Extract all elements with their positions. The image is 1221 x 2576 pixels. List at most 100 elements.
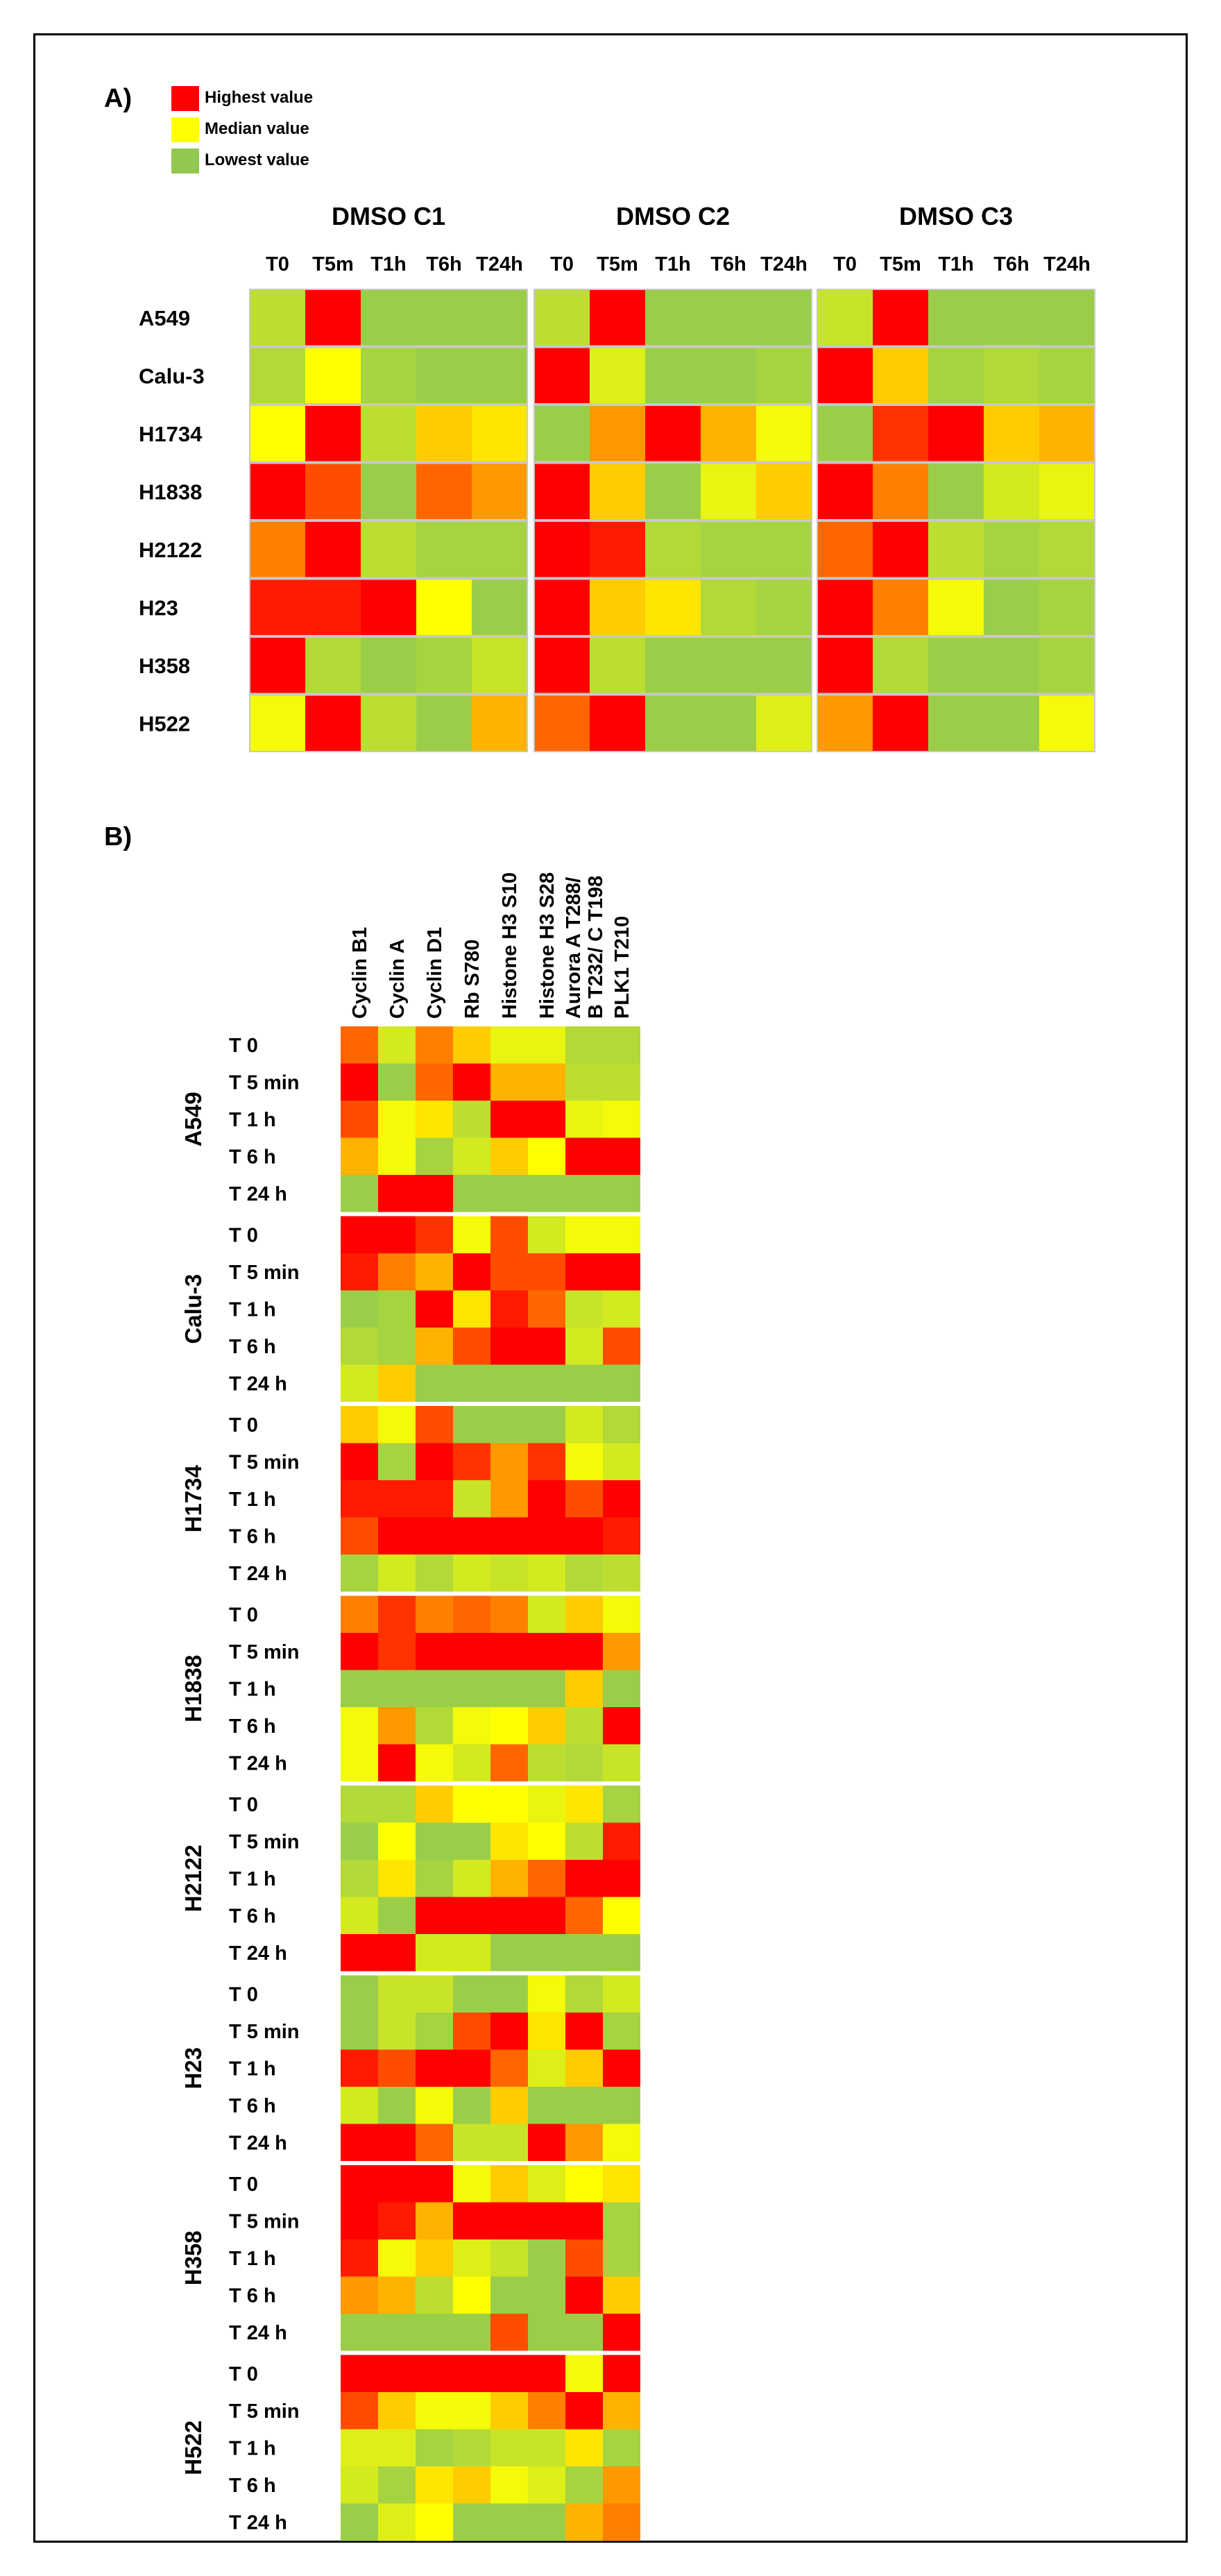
panel-b-cell: [603, 1707, 640, 1745]
panel-a-cell: [928, 346, 984, 405]
panel-b-group-separator: [341, 2350, 640, 2355]
panel-b-cell: [453, 1063, 490, 1101]
panel-b-cell: [341, 1633, 378, 1670]
panel-b-cell: [528, 2276, 565, 2314]
panel-b-cell: [565, 2314, 603, 2351]
panel-b-cell: [453, 2503, 490, 2541]
panel-b-cell: [490, 2429, 528, 2467]
panel-b-cell: [341, 1101, 378, 1138]
panel-a-cell: [361, 578, 416, 636]
panel-b-cell: [490, 1290, 528, 1328]
panel-b-cell: [453, 2012, 490, 2050]
panel-b-cell: [378, 1480, 416, 1518]
panel-b-cell: [490, 1063, 528, 1101]
panel-b-cell: [416, 1290, 453, 1328]
panel-b-column-label: Histone H3 S10: [499, 872, 521, 1019]
panel-a-cell: [590, 462, 645, 520]
panel-b-timepoint-label: T 1 h: [229, 2058, 276, 2080]
panel-b-timepoint-label: T 24 h: [229, 1942, 287, 1965]
panel-a-row-outline: [817, 462, 1095, 520]
panel-b-timepoint-label: T 1 h: [229, 2248, 276, 2270]
panel-a-cell: [756, 636, 812, 695]
panel-b-cell: [603, 1554, 640, 1592]
panel-b-cell: [378, 1934, 416, 1972]
panel-a-cell: [928, 520, 984, 579]
panel-b-cell: [565, 2429, 603, 2467]
panel-a-row-outline: [249, 289, 528, 347]
panel-b-cell: [378, 1517, 416, 1555]
panel-b-cell: [416, 1744, 453, 1782]
panel-b-cell: [603, 2392, 640, 2430]
panel-b-cell: [416, 2276, 453, 2314]
panel-b-cell: [565, 2276, 603, 2314]
panel-b-group-label: H2122: [180, 1845, 206, 1912]
panel-b-cell: [603, 2165, 640, 2203]
panel-b-cell: [565, 1934, 603, 1972]
panel-a-column-label: T24h: [476, 253, 523, 276]
panel-b-timepoint-label: T 5 min: [229, 1641, 300, 1663]
panel-b-cell: [341, 1443, 378, 1481]
panel-b-cell: [416, 1860, 453, 1897]
panel-b-cell: [603, 1063, 640, 1101]
panel-b-cell: [528, 1975, 565, 2013]
panel-a-cell: [305, 578, 361, 636]
panel-b-cell: [490, 1175, 528, 1212]
panel-b-cell: [528, 1860, 565, 1897]
legend-swatch-median: [171, 117, 199, 142]
panel-b-timepoint-label: T 24 h: [229, 2511, 287, 2534]
panel-b-cell: [453, 1595, 490, 1634]
panel-b-cell: [528, 2202, 565, 2240]
panel-b-cell: [378, 1744, 416, 1782]
panel-b-cell: [378, 1786, 416, 1823]
panel-b-timepoint-label: T 1 h: [229, 1678, 276, 1700]
panel-b-cell: [490, 1707, 528, 1745]
panel-b-cell: [528, 1364, 565, 1403]
panel-b-timepoint-label: T 6 h: [229, 1146, 276, 1168]
panel-b-cell: [490, 1101, 528, 1138]
panel-a-cell: [645, 289, 701, 347]
panel-a-cell: [250, 346, 305, 405]
panel-b-cell: [565, 1822, 603, 1861]
panel-b-cell: [453, 2466, 490, 2504]
panel-b-cell: [490, 1406, 528, 1443]
panel-b-cell: [378, 1328, 416, 1365]
panel-b-cell: [341, 2314, 378, 2351]
panel-b-timepoint-label: T 0: [229, 1035, 258, 1057]
panel-b-cell: [603, 1216, 640, 1254]
panel-b-cell: [453, 2165, 490, 2203]
panel-b-cell: [453, 2087, 490, 2124]
panel-a-cell: [817, 346, 873, 405]
panel-b-timepoint-label: T 6 h: [229, 1905, 276, 1927]
panel-b-cell: [341, 2276, 378, 2314]
panel-a-cell: [701, 289, 756, 347]
panel-b-column-label: Rb S780: [461, 940, 484, 1019]
panel-b-cell: [603, 1786, 640, 1823]
panel-a-cell: [645, 578, 701, 636]
panel-b-cell: [453, 2355, 490, 2393]
panel-b-cell: [490, 1670, 528, 1708]
panel-b-cell: [341, 2087, 378, 2124]
panel-a-row-outline: [533, 694, 812, 752]
panel-a-row-outline: [817, 405, 1095, 463]
panel-b-cell: [528, 2049, 565, 2087]
panel-b-cell: [565, 1897, 603, 1935]
panel-a-cell: [984, 636, 1039, 695]
panel-a-label: A): [104, 84, 132, 113]
panel-b-cell: [490, 1137, 528, 1176]
panel-a-row-outline: [533, 520, 812, 579]
panel-b-cell: [603, 1480, 640, 1518]
panel-b-cell: [341, 1786, 378, 1823]
panel-b-cell: [453, 2239, 490, 2277]
panel-a-cell: [472, 694, 527, 752]
panel-a-cell: [416, 636, 472, 695]
panel-a-cell: [701, 636, 756, 695]
panel-b-cell: [416, 2049, 453, 2087]
panel-b-column-label: Histone H3 S28: [536, 872, 558, 1019]
panel-a-cell: [305, 462, 361, 520]
panel-b-timepoint-label: T 5 min: [229, 1071, 300, 1094]
panel-a-row-outline: [533, 636, 812, 695]
legend-swatch-lowest: [171, 149, 199, 173]
panel-b-cell: [416, 1786, 453, 1823]
panel-b-cell: [453, 1744, 490, 1782]
